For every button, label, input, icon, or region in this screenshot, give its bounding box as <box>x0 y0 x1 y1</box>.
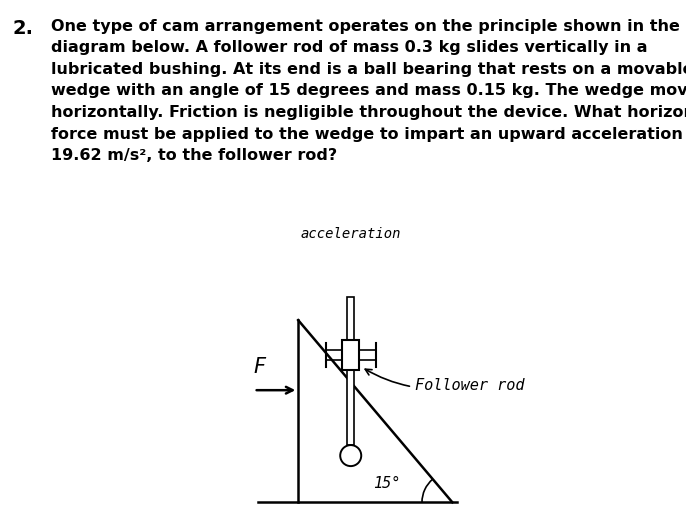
Text: Follower rod: Follower rod <box>365 369 525 393</box>
Text: F: F <box>254 357 265 377</box>
Bar <box>342 340 359 370</box>
Circle shape <box>340 445 362 466</box>
Text: 2.: 2. <box>12 19 34 38</box>
Text: 15°: 15° <box>373 476 401 491</box>
Text: One type of cam arrangement operates on the principle shown in the
diagram below: One type of cam arrangement operates on … <box>51 19 686 163</box>
Bar <box>347 297 355 445</box>
Text: acceleration: acceleration <box>300 227 401 241</box>
